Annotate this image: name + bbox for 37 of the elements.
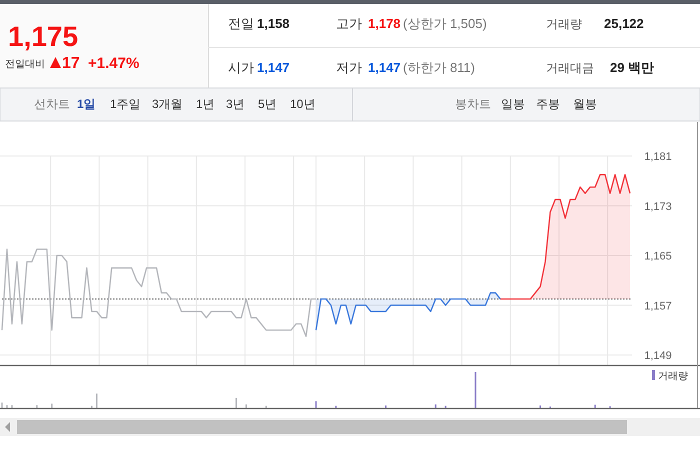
y-tick-label: 1,157 — [644, 300, 672, 312]
text: 1주일 — [110, 97, 141, 111]
text: 3년 — [226, 97, 245, 111]
text: 봉차트 — [455, 97, 491, 111]
text: 주봉 — [536, 97, 560, 111]
text: 1,175 — [8, 21, 78, 52]
text: 1년 — [196, 97, 215, 111]
text: 10년 — [290, 97, 316, 111]
text: 25,122 — [604, 16, 644, 31]
line-series — [1, 248, 317, 337]
text: 시가 — [228, 60, 254, 75]
text: (하한가 811) — [403, 60, 475, 75]
text: 고가 — [336, 16, 362, 31]
y-tick-label: 1,173 — [644, 200, 672, 213]
text: 1,147 — [257, 60, 290, 75]
text: 1,158 — [257, 16, 290, 31]
text: 전일 — [228, 16, 254, 31]
text: 1,147 — [368, 60, 401, 75]
text: 29 백만 — [610, 60, 654, 75]
text: 전일대비 — [5, 59, 45, 70]
text: 선차트 — [34, 97, 70, 111]
text: 3개월 — [152, 97, 183, 111]
y-tick-label: 1,165 — [644, 250, 672, 262]
text: 저가 — [336, 60, 362, 75]
text: 월봉 — [573, 97, 597, 111]
text: +1.47% — [88, 55, 140, 72]
legend-label: 거래량 — [658, 371, 688, 382]
y-tick-label: 1,149 — [644, 350, 672, 362]
text: 일봉 — [501, 97, 525, 111]
text: 거래량 — [546, 17, 582, 31]
text: 1,178 — [368, 16, 401, 31]
text: 1일 — [77, 97, 96, 111]
y-tick-label: 1,181 — [644, 151, 672, 163]
text: 거래대금 — [546, 61, 594, 75]
text: 17 — [62, 55, 80, 72]
text: 5년 — [258, 97, 277, 111]
text: (상한가 1,505) — [403, 16, 487, 31]
